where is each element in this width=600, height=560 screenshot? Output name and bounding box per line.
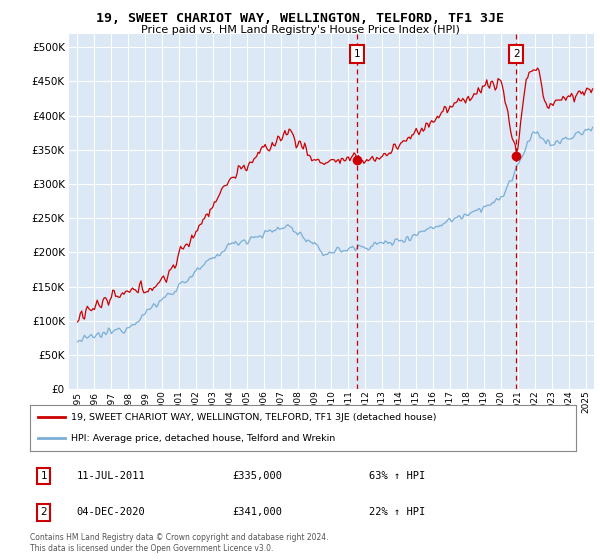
Text: HPI: Average price, detached house, Telford and Wrekin: HPI: Average price, detached house, Telf… — [71, 434, 335, 443]
Text: 2: 2 — [40, 507, 47, 517]
Text: Contains HM Land Registry data © Crown copyright and database right 2024.
This d: Contains HM Land Registry data © Crown c… — [30, 533, 329, 553]
Text: 19, SWEET CHARIOT WAY, WELLINGTON, TELFORD, TF1 3JE (detached house): 19, SWEET CHARIOT WAY, WELLINGTON, TELFO… — [71, 413, 436, 422]
Text: 11-JUL-2011: 11-JUL-2011 — [76, 471, 145, 481]
Text: £341,000: £341,000 — [232, 507, 282, 517]
Text: 22% ↑ HPI: 22% ↑ HPI — [368, 507, 425, 517]
Text: 04-DEC-2020: 04-DEC-2020 — [76, 507, 145, 517]
Text: 63% ↑ HPI: 63% ↑ HPI — [368, 471, 425, 481]
Text: 19, SWEET CHARIOT WAY, WELLINGTON, TELFORD, TF1 3JE: 19, SWEET CHARIOT WAY, WELLINGTON, TELFO… — [96, 12, 504, 25]
Text: 1: 1 — [354, 49, 361, 59]
Text: Price paid vs. HM Land Registry's House Price Index (HPI): Price paid vs. HM Land Registry's House … — [140, 25, 460, 35]
Text: £335,000: £335,000 — [232, 471, 282, 481]
Text: 1: 1 — [40, 471, 47, 481]
Text: 2: 2 — [513, 49, 520, 59]
